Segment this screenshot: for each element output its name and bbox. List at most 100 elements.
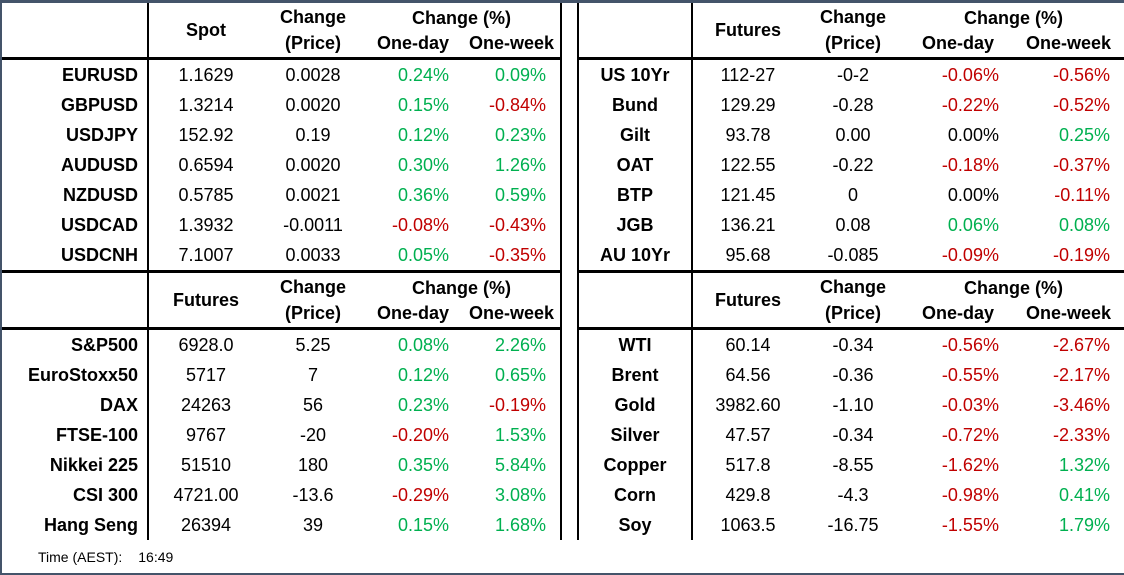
one-day-pct-cell: -0.55%	[941, 364, 999, 385]
change-price-cell: -0.28	[832, 94, 874, 115]
one-day-pct-cell: 0.30%	[397, 154, 449, 175]
change-price-cell: -0.34	[832, 334, 874, 355]
top-band: Spot Change (Price) Change (%) One-day O…	[2, 3, 1124, 270]
change-price-cell: 7	[307, 364, 318, 385]
instrument-label: Gold	[579, 390, 693, 420]
instrument-label: Corn	[579, 480, 693, 510]
price-cell: 121.45	[720, 184, 776, 205]
fx-table-body: EURUSD 1.1629 0.0028 0.24% 0.09% GBPUSD …	[2, 60, 560, 270]
change-header-line1: Change	[279, 6, 346, 27]
fx-one-week-header: One-week	[468, 33, 555, 53]
instrument-label: USDCNH	[2, 240, 149, 270]
price-cell: 122.55	[720, 154, 776, 175]
price-cell: 152.92	[178, 124, 234, 145]
commodities-table-header: Futures Change (Price) Change (%) One-da…	[578, 273, 1124, 330]
change-header-line1: Change	[819, 276, 886, 297]
instrument-label: NZDUSD	[2, 180, 149, 210]
change-price-cell: -16.75	[827, 514, 879, 535]
equities-futures-header: Futures	[172, 289, 239, 310]
one-week-pct-cell: 0.59%	[494, 184, 546, 205]
price-cell: 0.5785	[178, 184, 234, 205]
change-price-cell: 0.00	[835, 124, 871, 145]
change-header-line2: (Price)	[284, 33, 342, 53]
commodities-change-pct-header: Change (%)	[963, 278, 1063, 298]
bonds-change-pct-header: Change (%)	[963, 8, 1063, 28]
one-week-pct-cell: 0.25%	[1058, 124, 1110, 145]
price-cell: 5717	[185, 364, 227, 385]
one-week-pct-cell: 3.08%	[494, 484, 546, 505]
instrument-label: AUDUSD	[2, 150, 149, 180]
one-day-pct-cell: 0.06%	[947, 214, 999, 235]
price-cell: 429.8	[725, 484, 771, 505]
footer-row: Time (AEST): 16:49	[2, 540, 1124, 573]
instrument-label: US 10Yr	[579, 60, 693, 90]
one-week-pct-cell: 1.32%	[1058, 454, 1110, 475]
one-day-pct-cell: -0.72%	[941, 424, 999, 445]
one-day-pct-cell: -0.18%	[941, 154, 999, 175]
price-cell: 1.3214	[178, 94, 234, 115]
change-header-line1: Change	[279, 276, 346, 297]
change-price-cell: 0.0020	[285, 94, 341, 115]
instrument-label: CSI 300	[2, 480, 149, 510]
column-gap	[562, 270, 577, 540]
one-day-pct-cell: -0.22%	[941, 94, 999, 115]
equities-change-pct-header: Change (%)	[412, 278, 511, 298]
price-cell: 93.78	[725, 124, 771, 145]
price-cell: 1.3932	[178, 214, 234, 235]
commodities-one-day-header: One-day	[921, 303, 994, 323]
bonds-label-header	[579, 3, 693, 57]
equities-table-header: Futures Change (Price) Change (%) One-da…	[2, 273, 560, 330]
price-cell: 26394	[180, 514, 232, 535]
instrument-label: Silver	[579, 420, 693, 450]
price-cell: 9767	[185, 424, 227, 445]
bonds-one-week-header: One-week	[1025, 33, 1111, 53]
change-price-cell: 39	[302, 514, 324, 535]
one-day-pct-cell: 0.12%	[397, 124, 449, 145]
change-price-cell: 180	[297, 454, 329, 475]
change-price-cell: -0.085	[827, 244, 879, 265]
instrument-label: Copper	[579, 450, 693, 480]
fx-change-pct-header: Change (%)	[412, 8, 511, 28]
change-price-cell: 0.0028	[285, 64, 341, 85]
instrument-label: Gilt	[579, 120, 693, 150]
instrument-label: Brent	[579, 360, 693, 390]
price-cell: 7.1007	[178, 244, 234, 265]
instrument-label: BTP	[579, 180, 693, 210]
instrument-label: DAX	[2, 390, 149, 420]
price-cell: 517.8	[725, 454, 771, 475]
instrument-label: USDJPY	[2, 120, 149, 150]
instrument-label: Nikkei 225	[2, 450, 149, 480]
instrument-label: GBPUSD	[2, 90, 149, 120]
change-price-cell: -0.0011	[283, 214, 343, 235]
one-week-pct-cell: 0.09%	[494, 64, 546, 85]
one-day-pct-cell: -0.56%	[941, 334, 999, 355]
fx-spot-header: Spot	[186, 19, 226, 40]
time-label: Time (AEST):	[38, 548, 123, 565]
one-week-pct-cell: 0.23%	[494, 124, 546, 145]
one-day-pct-cell: -1.55%	[941, 514, 999, 535]
one-week-pct-cell: 0.41%	[1058, 484, 1110, 505]
fx-label-header	[2, 3, 149, 57]
one-day-pct-cell: -0.20%	[391, 424, 449, 445]
one-day-pct-cell: -1.62%	[941, 454, 999, 475]
one-week-pct-cell: -2.17%	[1052, 364, 1110, 385]
commodities-label-header	[579, 273, 693, 327]
price-cell: 95.68	[725, 244, 771, 265]
price-cell: 60.14	[725, 334, 771, 355]
change-price-cell: -8.55	[832, 454, 874, 475]
one-week-pct-cell: 1.26%	[494, 154, 546, 175]
one-day-pct-cell: 0.24%	[397, 64, 449, 85]
instrument-label: USDCAD	[2, 210, 149, 240]
change-price-cell: -0.34	[832, 424, 874, 445]
one-day-pct-cell: 0.15%	[397, 94, 449, 115]
one-day-pct-cell: 0.00%	[947, 184, 999, 205]
price-cell: 112-27	[720, 64, 776, 85]
bottom-band: Futures Change (Price) Change (%) One-da…	[2, 270, 1124, 540]
price-cell: 136.21	[720, 214, 776, 235]
one-day-pct-cell: 0.08%	[397, 334, 449, 355]
change-price-cell: 0.0021	[285, 184, 341, 205]
one-week-pct-cell: 1.79%	[1058, 514, 1110, 535]
fx-spot-table: Spot Change (Price) Change (%) One-day O…	[2, 3, 562, 270]
change-price-cell: -4.3	[837, 484, 869, 505]
one-week-pct-cell: -0.19%	[1052, 244, 1110, 265]
